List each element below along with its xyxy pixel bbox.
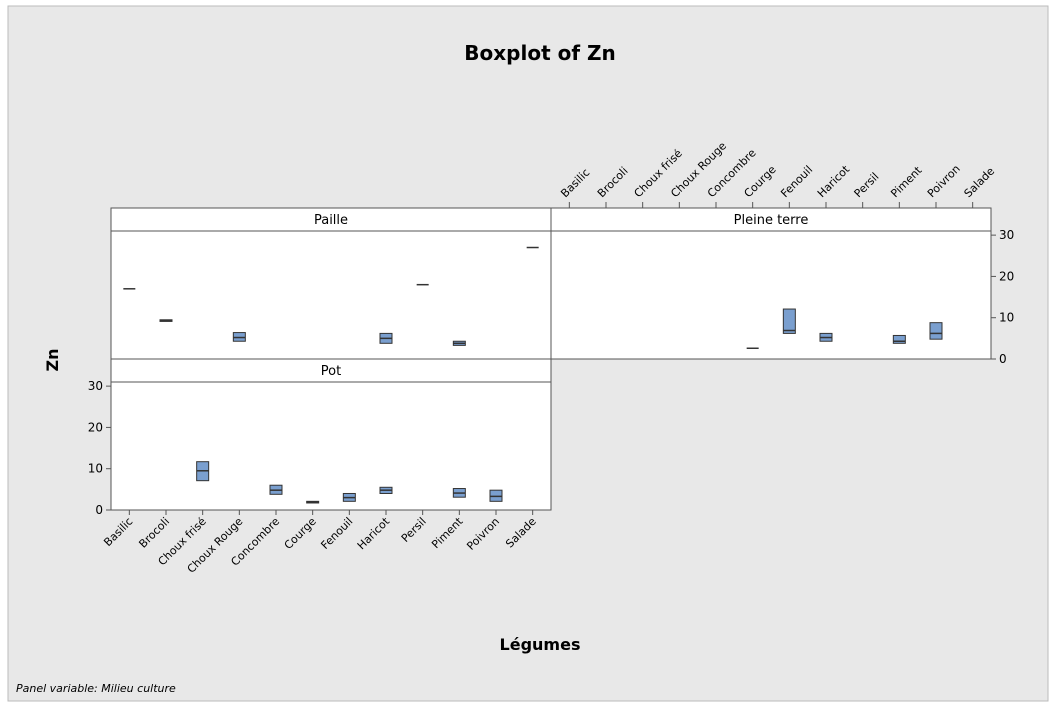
panel-plot — [550, 230, 992, 360]
box — [782, 308, 796, 334]
box — [892, 334, 906, 344]
y-tick-label: 20 — [999, 269, 1014, 283]
chart-title: Boxplot of Zn — [464, 41, 615, 65]
y-tick-label: 0 — [95, 503, 103, 517]
panel-label: Pot — [321, 364, 341, 379]
y-tick-label: 10 — [999, 311, 1014, 325]
panel-plot — [110, 381, 552, 511]
y-tick-label: 20 — [88, 420, 103, 434]
y-tick-label: 0 — [999, 352, 1007, 366]
y-tick-label: 30 — [88, 379, 103, 393]
y-tick-label: 10 — [88, 462, 103, 476]
x-axis-label: Légumes — [500, 635, 581, 654]
panel-label: Pleine terre — [734, 213, 809, 228]
panel-label: Paille — [314, 213, 348, 228]
panel-plot — [110, 230, 552, 360]
footnote: Panel variable: Milieu culture — [16, 682, 176, 695]
box — [929, 322, 943, 340]
y-tick-label: 30 — [999, 228, 1014, 242]
y-axis-label: Zn — [43, 349, 62, 372]
